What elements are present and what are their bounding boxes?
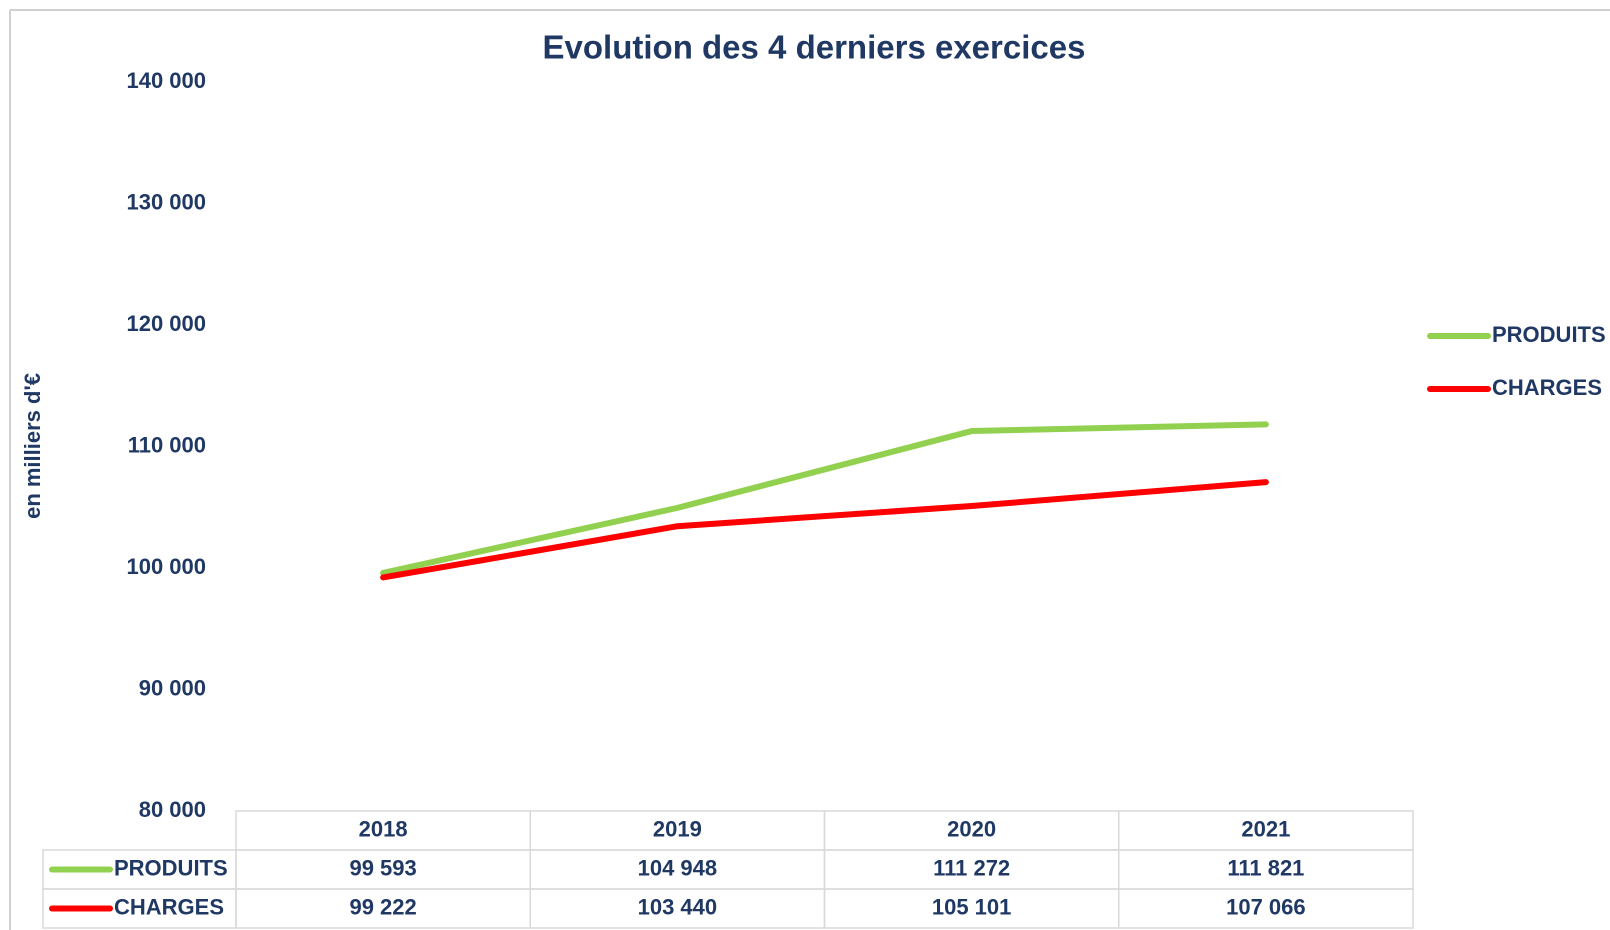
table-cell: [1118, 888, 1414, 929]
y-tick-label: 80 000: [139, 797, 206, 822]
table-header: 2021: [1241, 816, 1290, 841]
chart-title: Evolution des 4 derniers exercices: [543, 29, 1086, 66]
table-value: 105 101: [932, 894, 1012, 919]
table-header: 2019: [653, 816, 702, 841]
legend-label: CHARGES: [1492, 375, 1602, 400]
series-line: [380, 421, 1269, 576]
y-tick-label: 110 000: [128, 432, 206, 457]
table-value: 111 821: [1227, 855, 1304, 880]
table-value: 107 066: [1226, 894, 1306, 919]
table-value: 104 948: [638, 855, 718, 880]
table-value: 103 440: [638, 894, 718, 919]
series-line: [380, 479, 1269, 581]
table-row-label: CHARGES: [114, 894, 224, 919]
y-tick-label: 100 000: [126, 554, 206, 579]
table-value: 99 593: [349, 855, 416, 880]
y-tick-label: 140 000: [126, 68, 206, 93]
table-row-label: PRODUITS: [114, 855, 228, 880]
y-axis-label: en milliers d'€: [20, 373, 45, 519]
table-header: 2018: [359, 816, 408, 841]
y-tick-label: 90 000: [139, 675, 206, 700]
table-value: 99 222: [349, 894, 416, 919]
table-value: 111 272: [933, 855, 1010, 880]
table-header: 2020: [947, 816, 996, 841]
y-tick-label: 120 000: [126, 311, 206, 336]
y-tick-label: 130 000: [126, 189, 206, 214]
legend-label: PRODUITS: [1492, 322, 1606, 347]
